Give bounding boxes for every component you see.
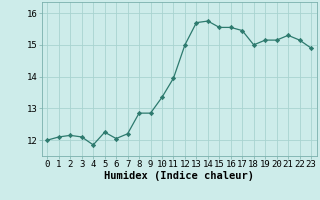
X-axis label: Humidex (Indice chaleur): Humidex (Indice chaleur) [104, 171, 254, 181]
